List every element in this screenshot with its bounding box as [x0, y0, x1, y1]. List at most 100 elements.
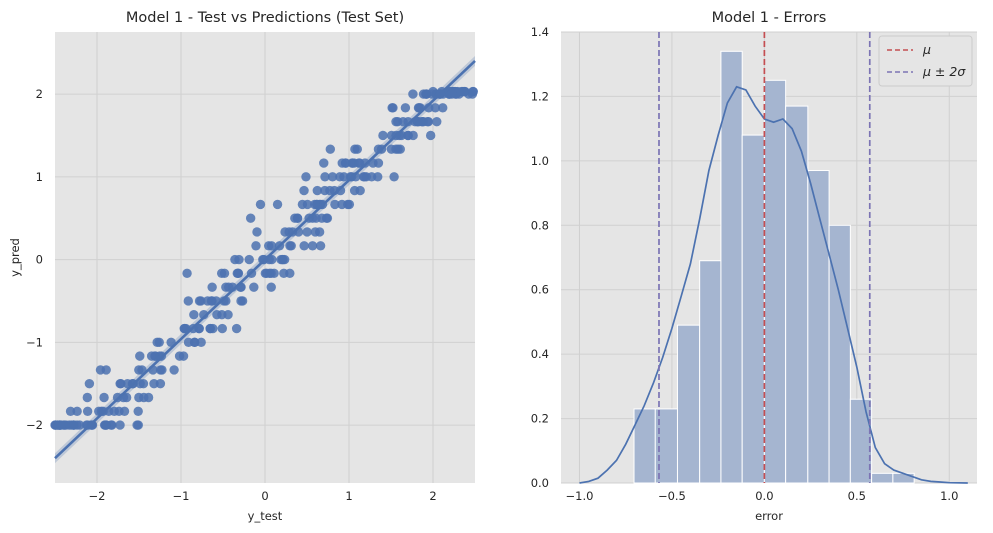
- y-tick-label: 0.0: [531, 476, 549, 490]
- scatter-point: [354, 158, 364, 168]
- scatter-points: [50, 86, 478, 430]
- scatter-point: [115, 378, 125, 389]
- x-tick-label: −2: [89, 489, 106, 503]
- scatter-point: [373, 172, 383, 182]
- scatter-point: [135, 351, 145, 361]
- scatter-point: [221, 282, 231, 292]
- scatter-point: [400, 103, 411, 113]
- scatter-point: [52, 420, 63, 430]
- histogram-title: Model 1 - Errors: [712, 10, 827, 26]
- scatter-point: [456, 86, 467, 97]
- scatter-point: [183, 337, 194, 348]
- scatter-point: [107, 420, 117, 430]
- y-tick-label: 0.4: [531, 347, 549, 361]
- y-tick-label: 0: [36, 253, 43, 267]
- y-tick-label: 2: [36, 87, 43, 101]
- histogram-bar: [807, 170, 830, 484]
- scatter-point: [337, 199, 347, 210]
- scatter-point: [335, 172, 345, 182]
- scatter-point: [231, 323, 242, 334]
- scatter-point: [438, 103, 448, 113]
- scatter-point: [447, 89, 457, 99]
- scatter-point: [279, 254, 290, 265]
- x-tick-label: 0: [261, 489, 268, 503]
- scatter-point: [119, 406, 130, 416]
- scatter-point: [286, 241, 296, 251]
- scatter-point: [202, 296, 213, 306]
- scatter-point: [233, 268, 243, 279]
- x-tick-label: −1: [173, 489, 190, 503]
- scatter-point: [133, 406, 143, 416]
- scatter-point: [310, 227, 320, 237]
- scatter-point: [252, 227, 262, 237]
- scatter-point: [347, 158, 357, 168]
- scatter-point: [299, 241, 309, 251]
- legend-mu-label: μ: [922, 42, 931, 57]
- point-set: [50, 86, 478, 430]
- scatter-point: [109, 406, 119, 416]
- x-tick-label: 1: [345, 489, 352, 503]
- x-tick-label: 0.5: [848, 489, 866, 503]
- scatter-point: [310, 199, 320, 210]
- scatter-point: [82, 392, 93, 403]
- y-tick-label: −2: [26, 418, 43, 432]
- scatter-point: [219, 296, 229, 306]
- x-tick-label: 2: [429, 489, 436, 503]
- scatter-point: [234, 254, 244, 265]
- scatter-point: [179, 323, 190, 334]
- scatter-point: [320, 185, 330, 196]
- scatter-point: [150, 351, 160, 361]
- scatter-point: [101, 365, 111, 375]
- y-tick-label: 1: [36, 170, 43, 184]
- x-tick-label: −1.0: [566, 489, 594, 503]
- scatter-point: [115, 420, 125, 430]
- kde-curve-group: [579, 85, 968, 484]
- scatter-point: [320, 172, 330, 182]
- scatter-point: [327, 172, 338, 182]
- scatter-point: [196, 337, 206, 348]
- scatter-point: [292, 213, 303, 223]
- scatter-y-axis-label: y_pred: [8, 238, 22, 277]
- scatter-point: [199, 310, 209, 320]
- scatter-point: [69, 420, 79, 430]
- scatter-point: [359, 172, 370, 182]
- histogram-panel: −1.0 −0.5 0.0 0.5 1.0 0.0 0.2 0.4 0.6 0.8 1.0 1.2 1.…: [531, 10, 977, 523]
- y-tick-label: 1.0: [531, 154, 549, 168]
- scatter-point: [132, 420, 142, 430]
- scatter-point: [244, 254, 254, 265]
- scatter-point: [391, 144, 401, 154]
- scatter-point: [432, 116, 442, 127]
- legend-box: [878, 35, 973, 87]
- scatter-point: [223, 310, 233, 320]
- scatter-point: [468, 86, 478, 97]
- scatter-point: [212, 310, 222, 320]
- scatter-point: [312, 185, 323, 196]
- histogram-bar: [763, 79, 787, 484]
- scatter-point: [340, 158, 351, 168]
- scatter-point: [430, 103, 441, 113]
- y-tick-label: 0.6: [531, 283, 549, 297]
- scatter-point: [378, 130, 388, 141]
- scatter-point: [423, 116, 434, 127]
- scatter-point: [139, 392, 149, 403]
- scatter-point: [319, 158, 329, 168]
- histogram-bar: [828, 224, 851, 484]
- scatter-point: [255, 199, 266, 210]
- histogram-bar: [676, 324, 701, 484]
- histogram-x-axis-label: error: [755, 509, 783, 523]
- histogram-bar: [699, 260, 722, 484]
- x-tick-label: −0.5: [658, 489, 686, 503]
- scatter-point: [205, 323, 215, 334]
- scatter-point: [285, 268, 295, 279]
- scatter-point: [194, 323, 204, 334]
- scatter-point: [373, 158, 384, 168]
- x-tick-label: 0.0: [755, 489, 773, 503]
- scatter-point: [219, 268, 230, 279]
- histogram-tick-labels: −1.0 −0.5 0.0 0.5 1.0 0.0 0.2 0.4 0.6 0.8 1.0 1.2 1.…: [531, 25, 959, 503]
- scatter-point: [408, 89, 418, 99]
- scatter-tick-labels: −2 −1 0 1 2 −2 −1 0 1 2: [26, 87, 437, 503]
- scatter-point: [157, 365, 167, 375]
- scatter-point: [266, 268, 276, 279]
- scatter-point: [299, 185, 309, 196]
